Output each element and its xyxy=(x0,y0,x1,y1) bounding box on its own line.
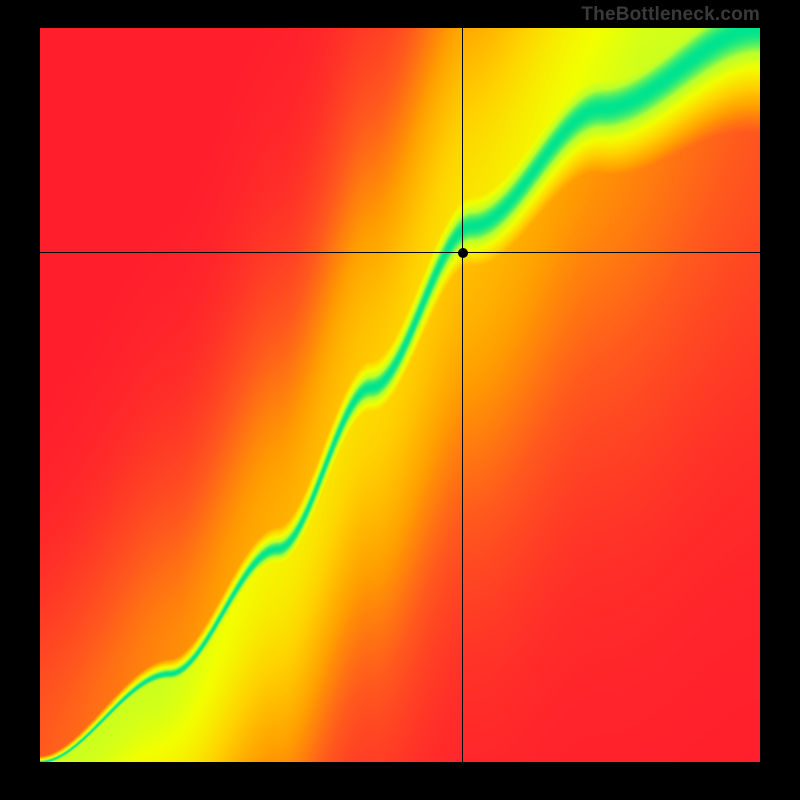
heatmap-canvas xyxy=(40,28,760,762)
watermark-text: TheBottleneck.com xyxy=(581,4,760,26)
crosshair-vertical xyxy=(462,28,464,762)
crosshair-horizontal xyxy=(40,252,760,254)
plot-area xyxy=(40,28,760,762)
crosshair-marker-dot xyxy=(458,248,468,258)
